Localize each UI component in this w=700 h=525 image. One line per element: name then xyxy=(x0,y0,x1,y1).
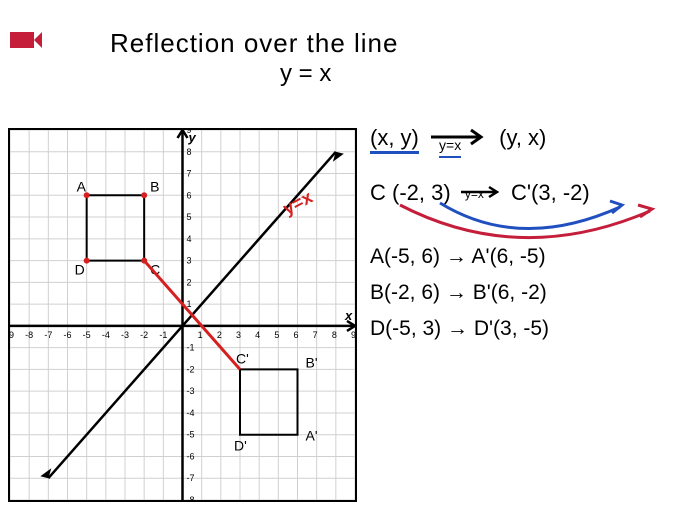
svg-text:6: 6 xyxy=(187,190,192,200)
svg-text:-5: -5 xyxy=(83,330,91,340)
svg-text:2: 2 xyxy=(187,277,192,287)
svg-text:A': A' xyxy=(306,428,318,444)
svg-text:-6: -6 xyxy=(64,330,72,340)
svg-text:A: A xyxy=(77,178,87,194)
mapping-row: B(-2, 6) → B'(6, -2) xyxy=(370,276,690,310)
svg-text:B': B' xyxy=(306,354,318,370)
svg-text:-1: -1 xyxy=(159,330,167,340)
svg-text:-4: -4 xyxy=(187,408,195,418)
svg-text:x: x xyxy=(344,308,353,323)
svg-text:-2: -2 xyxy=(187,364,195,374)
map-from: (-5, 6) xyxy=(384,245,440,268)
map-from-label: A xyxy=(370,245,384,268)
svg-text:7: 7 xyxy=(313,330,318,340)
svg-text:y=x: y=x xyxy=(279,187,315,219)
svg-text:C': C' xyxy=(236,350,249,366)
coordinate-graph: xy-9-8-7-6-5-4-3-2-1123456789-8-7-6-5-4-… xyxy=(8,128,357,502)
svg-text:9: 9 xyxy=(351,330,355,340)
map-to: (6, -2) xyxy=(491,281,547,304)
map-from: (-5, 3) xyxy=(385,317,441,340)
rule-arrow-label: y=x xyxy=(439,134,461,158)
svg-text:-5: -5 xyxy=(187,430,195,440)
svg-text:-6: -6 xyxy=(187,451,195,461)
svg-text:D: D xyxy=(75,262,85,278)
map-from-label: D xyxy=(370,317,385,340)
mappings-list: A(-5, 6) → A'(6, -5)B(-2, 6) → B'(6, -2)… xyxy=(370,240,690,345)
svg-text:-7: -7 xyxy=(187,473,195,483)
svg-text:5: 5 xyxy=(187,212,192,222)
svg-text:8: 8 xyxy=(332,330,337,340)
svg-text:-1: -1 xyxy=(187,343,195,353)
graph-svg: xy-9-8-7-6-5-4-3-2-1123456789-8-7-6-5-4-… xyxy=(10,130,355,500)
svg-text:B: B xyxy=(150,178,159,194)
svg-text:5: 5 xyxy=(274,330,279,340)
svg-text:3: 3 xyxy=(187,256,192,266)
map-to-label: B' xyxy=(473,281,491,304)
page-title: Reflection over the line xyxy=(110,28,398,59)
map-from: (-2, 6) xyxy=(384,281,440,304)
page-subtitle: y = x xyxy=(280,60,331,88)
svg-text:-8: -8 xyxy=(187,495,195,500)
map-to: (6, -5) xyxy=(490,245,546,268)
bookmark-icon xyxy=(10,32,34,48)
svg-text:-8: -8 xyxy=(25,330,33,340)
svg-text:4: 4 xyxy=(255,330,260,340)
svg-text:9: 9 xyxy=(187,130,192,135)
svg-text:2: 2 xyxy=(217,330,222,340)
svg-text:1: 1 xyxy=(198,330,203,340)
mapping-row: D(-5, 3) → D'(3, -5) xyxy=(370,312,690,346)
map-to-label: D' xyxy=(474,317,493,340)
map-to-label: A' xyxy=(472,245,490,268)
svg-text:3: 3 xyxy=(236,330,241,340)
map-to: (3, -5) xyxy=(493,317,549,340)
svg-text:8: 8 xyxy=(187,147,192,157)
svg-text:-4: -4 xyxy=(102,330,110,340)
svg-text:7: 7 xyxy=(187,169,192,179)
svg-text:6: 6 xyxy=(294,330,299,340)
svg-text:-3: -3 xyxy=(121,330,129,340)
svg-text:-3: -3 xyxy=(187,386,195,396)
svg-text:-9: -9 xyxy=(10,330,14,340)
svg-text:D': D' xyxy=(234,438,247,454)
curve-arrows xyxy=(380,197,680,247)
svg-text:4: 4 xyxy=(187,234,192,244)
svg-text:-2: -2 xyxy=(140,330,148,340)
rule-line: (x, y) y=x (y, x) xyxy=(370,120,690,155)
map-from-label: B xyxy=(370,281,384,304)
svg-text:-7: -7 xyxy=(44,330,52,340)
example-line: C (-2, 3) y=x C'(3, -2) xyxy=(370,175,690,210)
rule-to: (y, x) xyxy=(499,125,546,150)
rule-from: (x, y) xyxy=(370,125,419,154)
annotations-panel: (x, y) y=x (y, x) C (-2, 3) y=x C'(3, -2… xyxy=(370,120,690,347)
